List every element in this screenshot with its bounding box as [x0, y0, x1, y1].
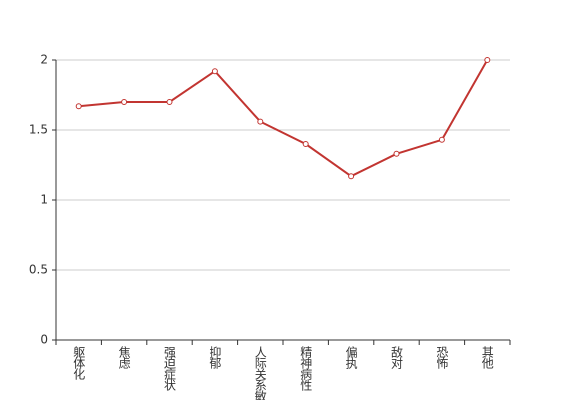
- x-tick-label: 人际关系敏感: [253, 346, 267, 400]
- point: [257, 118, 264, 125]
- x-tick-label: 恐怖: [435, 346, 449, 369]
- y-tick-label: 2: [40, 53, 48, 67]
- y-tick-label: 1.5: [29, 123, 48, 137]
- point: [211, 68, 218, 75]
- point: [75, 103, 82, 110]
- point: [438, 136, 445, 143]
- point: [348, 173, 355, 180]
- line: [78, 59, 489, 178]
- x-tick-label: 精神病性: [299, 346, 313, 392]
- x-tick-label: 焦虑: [117, 346, 131, 369]
- x-tick-label: 偏执: [344, 345, 358, 370]
- y-tick-label: 0: [40, 333, 48, 347]
- y-tick-label: 1: [40, 193, 48, 207]
- x-tick-label: 躯体化: [72, 345, 86, 381]
- x-tick-label: 其他: [480, 346, 494, 369]
- x-tick-label: 敌对: [390, 345, 404, 369]
- y-tick-label: 0.5: [29, 263, 48, 277]
- point: [484, 57, 491, 63]
- x-tick-label: 强迫症状: [163, 346, 177, 391]
- point: [393, 150, 400, 157]
- x-tick-label: 抑郁: [208, 345, 222, 370]
- point: [121, 99, 128, 105]
- point: [166, 99, 173, 105]
- point: [302, 141, 309, 147]
